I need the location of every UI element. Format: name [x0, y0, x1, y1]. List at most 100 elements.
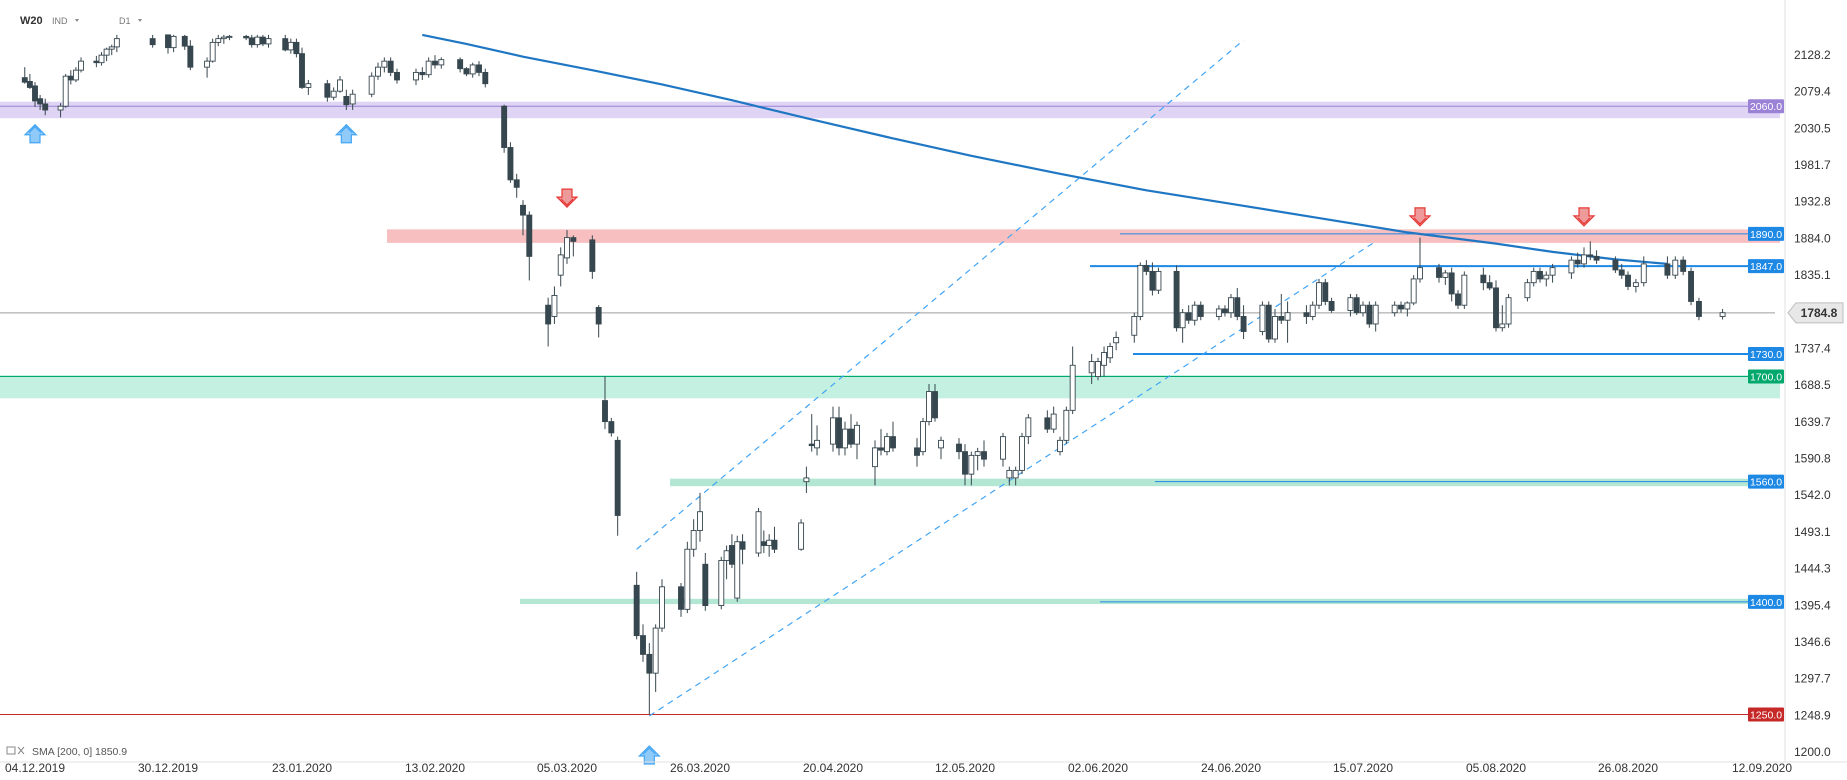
candle[interactable] [387, 57, 394, 77]
candle[interactable] [337, 76, 343, 93]
candle[interactable] [1719, 308, 1726, 320]
candle[interactable] [938, 436, 944, 460]
candle[interactable] [1632, 278, 1639, 293]
candle[interactable] [368, 72, 375, 98]
level-label-1400-0[interactable]: 1400.0 [1748, 594, 1784, 609]
candle[interactable] [375, 62, 381, 80]
candle[interactable] [646, 643, 653, 715]
candle[interactable] [1316, 278, 1322, 309]
candle[interactable] [1179, 308, 1186, 343]
candle[interactable] [1044, 410, 1051, 433]
level-label-1730-0[interactable]: 1730.0 [1748, 347, 1784, 362]
candle[interactable] [798, 519, 805, 551]
candle[interactable] [702, 553, 709, 611]
candle[interactable] [287, 38, 294, 54]
candle[interactable] [1543, 271, 1550, 287]
up-arrow-marker[interactable] [334, 123, 358, 144]
candle[interactable] [1461, 271, 1468, 309]
candle[interactable] [1240, 305, 1247, 339]
candle[interactable] [1581, 247, 1587, 268]
candle[interactable] [1672, 256, 1679, 279]
candle[interactable] [1688, 267, 1695, 306]
current-price-label[interactable]: 1784.8 [1787, 302, 1844, 324]
level-label-2060-0[interactable]: 2060.0 [1748, 99, 1784, 114]
candle[interactable] [1366, 301, 1373, 328]
candle[interactable] [438, 57, 445, 69]
candle[interactable] [718, 556, 725, 610]
candle[interactable] [1063, 406, 1070, 445]
candle[interactable] [324, 79, 331, 102]
chevron-down-icon[interactable] [75, 19, 79, 22]
candle[interactable] [803, 466, 810, 493]
candle[interactable] [872, 440, 878, 486]
candle[interactable] [1259, 301, 1266, 336]
candle[interactable] [1303, 305, 1310, 324]
candle[interactable] [1593, 250, 1600, 264]
candle[interactable] [974, 447, 981, 471]
candle[interactable] [890, 421, 896, 452]
candle[interactable] [1019, 432, 1025, 475]
candle[interactable] [57, 103, 64, 118]
candle[interactable] [697, 492, 703, 542]
candle[interactable] [78, 57, 84, 73]
candle[interactable] [1347, 293, 1354, 317]
candle[interactable] [1680, 256, 1687, 276]
candle[interactable] [652, 624, 659, 692]
candle[interactable] [1101, 346, 1107, 377]
candle[interactable] [1322, 278, 1329, 306]
candle[interactable] [1025, 414, 1032, 445]
candle[interactable] [1625, 271, 1631, 291]
candle[interactable] [1197, 301, 1204, 321]
candle[interactable] [1215, 305, 1222, 321]
candle[interactable] [1372, 301, 1379, 332]
candle[interactable] [1524, 278, 1531, 302]
interval-label[interactable]: D1 [119, 16, 131, 26]
candle[interactable] [330, 87, 337, 101]
candle[interactable] [589, 235, 596, 279]
candle[interactable] [981, 440, 987, 467]
candle[interactable] [633, 571, 640, 640]
candle[interactable] [299, 47, 305, 89]
candle[interactable] [1057, 436, 1063, 456]
candle[interactable] [1137, 262, 1144, 321]
candle[interactable] [343, 89, 350, 110]
candle[interactable] [854, 421, 860, 460]
candle[interactable] [413, 68, 419, 86]
candle[interactable] [884, 432, 890, 456]
candle[interactable] [72, 67, 79, 83]
candle[interactable] [848, 414, 854, 448]
candle[interactable] [204, 57, 211, 78]
candle[interactable] [1442, 269, 1449, 285]
level-label-1700-0[interactable]: 1700.0 [1748, 369, 1784, 384]
candle[interactable] [640, 624, 646, 662]
candle[interactable] [932, 384, 938, 422]
up-arrow-marker[interactable] [23, 123, 47, 144]
down-arrow-marker[interactable] [1408, 207, 1432, 227]
level-label-1250-0[interactable]: 1250.0 [1748, 707, 1784, 722]
candle[interactable] [1185, 305, 1192, 324]
candle[interactable] [614, 436, 621, 536]
candle[interactable] [113, 34, 120, 53]
candle[interactable] [920, 417, 926, 456]
down-arrow-marker[interactable] [1572, 207, 1596, 227]
candle[interactable] [248, 34, 255, 48]
candle[interactable] [254, 34, 261, 48]
candle[interactable] [226, 34, 233, 41]
candle[interactable] [1448, 267, 1455, 302]
candle[interactable] [771, 526, 778, 554]
candle[interactable] [739, 534, 746, 565]
candle[interactable] [243, 34, 250, 41]
candle[interactable] [1404, 301, 1411, 317]
candle[interactable] [513, 173, 520, 198]
candle[interactable] [419, 67, 426, 80]
candle[interactable] [690, 519, 697, 557]
candle[interactable] [476, 61, 482, 77]
candle[interactable] [507, 142, 514, 183]
candle[interactable] [394, 68, 400, 84]
candle[interactable] [1549, 263, 1556, 283]
candle[interactable] [836, 406, 842, 456]
settings-icon[interactable] [6, 746, 16, 755]
candle[interactable] [956, 438, 962, 460]
candle[interactable] [501, 104, 508, 153]
